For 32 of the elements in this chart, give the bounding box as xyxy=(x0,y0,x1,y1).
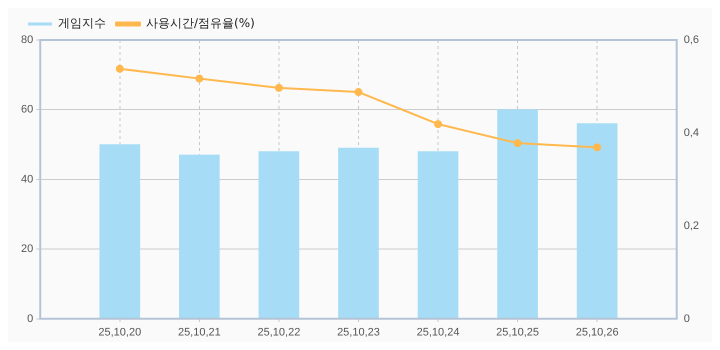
point xyxy=(434,120,442,128)
y-tick-label: 80 xyxy=(20,34,34,46)
x-tick-label: 25,10,25 xyxy=(496,326,540,338)
y-tick-label: 20 xyxy=(20,243,34,256)
y2-tick-label: 0,6 xyxy=(684,34,700,46)
x-tick-label: 25,10,26 xyxy=(576,326,619,338)
x-tick-label: 25,10,21 xyxy=(178,326,221,338)
x-tick-label: 25,10,22 xyxy=(258,326,300,338)
legend-label: 게임지수 xyxy=(58,16,106,30)
point xyxy=(354,88,362,96)
point xyxy=(274,84,283,92)
point xyxy=(195,74,204,83)
point xyxy=(116,64,124,73)
x-tick-label: 25,10,23 xyxy=(337,326,380,338)
y2-tick-label: 0,2 xyxy=(684,220,700,232)
point xyxy=(514,139,522,148)
legend-label: 사용시간/점유율(%) xyxy=(146,16,255,30)
bar xyxy=(418,151,458,319)
bar xyxy=(338,148,379,319)
bar xyxy=(99,144,140,319)
y-tick-label: 40 xyxy=(20,173,34,186)
point xyxy=(593,143,602,152)
y-tick-label: 0 xyxy=(27,312,34,325)
y2-tick-label: 0 xyxy=(684,312,690,325)
bar xyxy=(576,123,618,319)
bar xyxy=(179,154,220,319)
y-tick-label: 60 xyxy=(20,104,34,116)
x-tick-label: 25,10,24 xyxy=(416,326,460,338)
x-tick-label: 25,10,20 xyxy=(98,326,142,338)
y2-tick-label: 0,4 xyxy=(684,126,700,139)
bar xyxy=(497,109,538,319)
bar xyxy=(258,151,300,319)
